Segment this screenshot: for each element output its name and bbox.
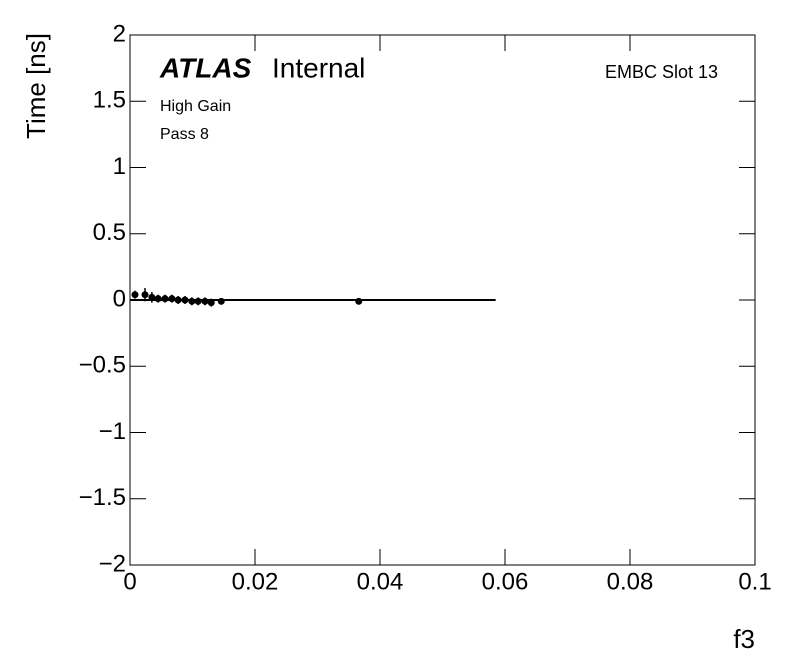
data-point [355, 297, 363, 305]
y-tick-label: −2 [99, 550, 126, 577]
x-tick-label: 0.04 [357, 568, 404, 595]
y-tick-label: −1.5 [79, 484, 126, 511]
region-label: EMBC Slot 13 [605, 62, 718, 82]
data-point [154, 295, 162, 303]
data-point [168, 295, 176, 303]
y-axis-label: Time [ns] [21, 33, 51, 139]
x-tick-label: 0 [123, 568, 136, 595]
data-point [131, 291, 139, 299]
y-tick-label: −0.5 [79, 352, 126, 379]
data-point [141, 291, 149, 299]
y-tick-label: 2 [113, 20, 126, 47]
y-tick-label: 0.5 [93, 219, 126, 246]
data-point [194, 297, 202, 305]
data-point [148, 293, 156, 301]
x-tick-label: 0.02 [232, 568, 279, 595]
data-point [181, 296, 189, 304]
annotation: Pass 8 [160, 126, 209, 143]
x-tick-label: 0.08 [607, 568, 654, 595]
data-point [174, 296, 182, 304]
data-point [217, 297, 225, 305]
y-tick-label: −1 [99, 418, 126, 445]
data-point [161, 295, 169, 303]
x-axis-label: f3 [733, 624, 755, 654]
y-tick-label: 0 [113, 285, 126, 312]
y-tick-label: 1 [113, 153, 126, 180]
data-point [188, 297, 196, 305]
y-tick-label: 1.5 [93, 87, 126, 114]
annotation: High Gain [160, 98, 231, 115]
x-tick-label: 0.06 [482, 568, 529, 595]
status-label: Internal [272, 52, 365, 83]
experiment-label: ATLAS [159, 52, 252, 83]
x-tick-label: 0.1 [738, 568, 771, 595]
data-point [201, 297, 209, 305]
data-point [207, 299, 215, 307]
